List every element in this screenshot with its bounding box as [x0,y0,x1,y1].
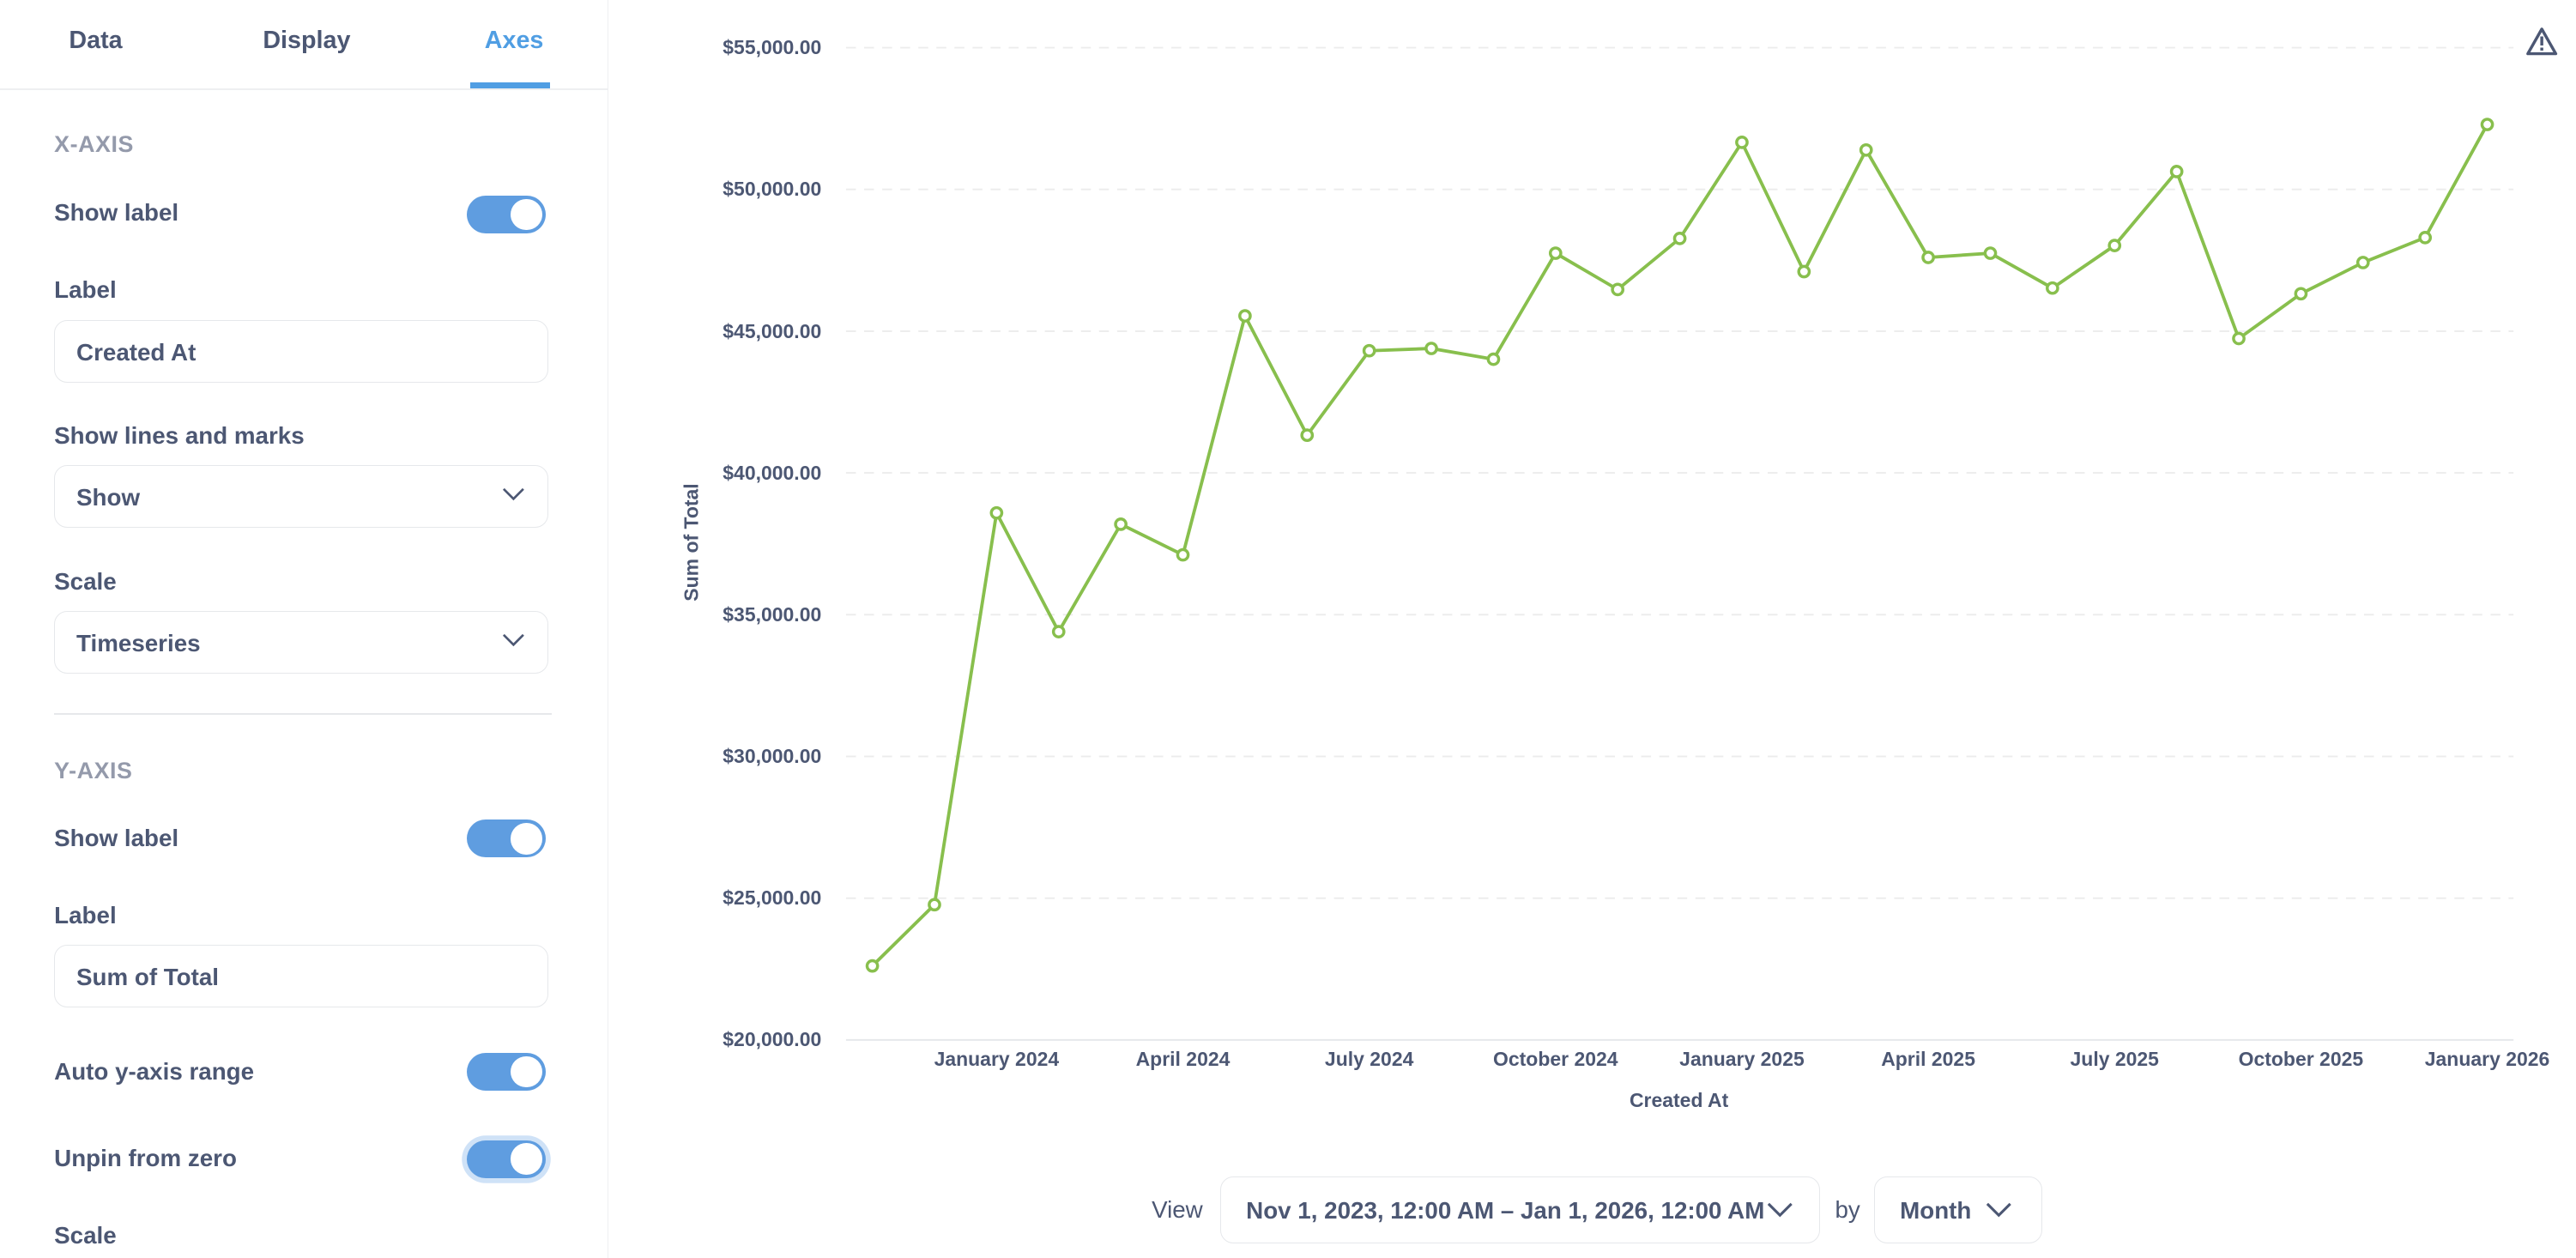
section-divider [54,712,553,715]
auto-range-toggle[interactable] [466,1053,546,1092]
granularity-button[interactable]: Month [1874,1176,2042,1244]
data-point[interactable] [989,505,1004,520]
view-label: View [1152,1195,1203,1223]
auto-range-text: Auto y-axis range [54,1057,255,1085]
y-tick-label: $55,000.00 [723,36,822,59]
tabbar-divider [0,88,608,91]
y-tick-label: $35,000.00 [723,602,822,626]
granularity-value: Month [1900,1196,1972,1224]
tab-axes[interactable]: Axes [484,26,544,54]
y-axis-section-title: Y-AXIS [54,757,133,783]
toggle-knob [511,1056,542,1088]
y-tick-label: $30,000.00 [723,745,822,768]
data-point[interactable] [2294,287,2308,301]
toggle-knob [511,1143,542,1175]
date-range-value: Nov 1, 2023, 12:00 AM – Jan 1, 2026, 12:… [1246,1196,1765,1224]
data-point[interactable] [2046,281,2059,295]
y-tick-label: $50,000.00 [723,178,822,201]
data-point[interactable] [1114,517,1128,531]
data-point[interactable] [1300,428,1315,443]
series-line [871,124,2489,968]
y-tick-label: $40,000.00 [723,461,822,484]
data-point[interactable] [1983,246,1998,260]
lines-marks-value: Show [76,483,141,511]
data-point[interactable] [2107,239,2122,252]
x-tick-label: April 2025 [1881,1048,1975,1071]
tab-display[interactable]: Display [263,26,351,54]
unpin-zero-text: Unpin from zero [54,1145,237,1172]
y-axis-title: Sum of Total [680,483,703,602]
x-tick-label: July 2024 [1324,1048,1414,1071]
active-tab-indicator [469,82,551,89]
chevron-down-icon [1986,1203,2011,1218]
y-label-value: Sum of Total [76,963,220,990]
data-point[interactable] [2355,256,2370,269]
y-label-input[interactable]: Sum of Total [54,944,549,1007]
x-label-input[interactable]: Created At [54,320,549,384]
y-scale-title: Scale [54,1222,117,1249]
x-axis-title: Created At [1629,1089,1729,1112]
data-point[interactable] [1051,625,1066,638]
data-point[interactable] [1362,343,1376,358]
data-point[interactable] [2232,331,2246,346]
x-scale-select[interactable]: Timeseries [54,611,549,674]
data-point[interactable] [1859,142,1873,157]
y-tick-label: $25,000.00 [723,886,822,910]
x-tick-label: April 2024 [1135,1048,1231,1071]
x-scale-title: Scale [54,568,117,596]
toggle-knob [511,198,542,231]
y-show-label-text: Show label [54,825,179,852]
x-tick-label: July 2025 [2070,1048,2159,1071]
y-tick-label: $20,000.00 [723,1028,822,1051]
warning-triangle-icon[interactable] [2525,27,2558,56]
y-show-label-toggle[interactable] [466,820,546,858]
x-label-title: Label [54,275,117,303]
settings-sidebar: Data Display Axes X-AXIS Show label Labe… [0,0,609,1258]
chevron-down-icon [502,634,524,647]
data-point[interactable] [2169,165,2184,178]
data-point[interactable] [1424,342,1438,355]
x-axis-section-title: X-AXIS [54,131,134,158]
y-tick-label: $45,000.00 [723,319,822,342]
data-point[interactable] [1672,232,1687,245]
data-point[interactable] [1611,282,1625,297]
data-point[interactable] [1921,251,1935,264]
x-tick-label: January 2025 [1679,1048,1805,1071]
x-show-label-text: Show label [54,198,179,226]
chevron-down-icon [502,487,524,500]
x-scale-value: Timeseries [76,630,201,657]
x-tick-label: October 2024 [1493,1048,1618,1071]
by-label: by [1835,1195,1860,1223]
x-tick-label: January 2024 [934,1048,1060,1071]
tab-data[interactable]: Data [69,26,123,54]
data-point[interactable] [865,959,880,973]
data-point[interactable] [1176,547,1190,562]
data-point[interactable] [1797,264,1811,279]
data-point[interactable] [2418,231,2433,245]
data-point[interactable] [2480,118,2494,131]
date-range-button[interactable]: Nov 1, 2023, 12:00 AM – Jan 1, 2026, 12:… [1220,1176,1821,1244]
data-point[interactable] [928,898,941,912]
chevron-down-icon [1767,1203,1793,1218]
data-point[interactable] [1548,246,1563,260]
data-point[interactable] [1238,309,1252,323]
x-tick-label: January 2026 [2424,1048,2550,1071]
data-point[interactable] [1486,352,1501,366]
unpin-zero-toggle[interactable] [466,1140,546,1178]
lines-marks-title: Show lines and marks [54,422,305,450]
x-tick-label: October 2025 [2238,1048,2364,1071]
toggle-knob [511,823,542,855]
lines-marks-select[interactable]: Show [54,464,549,528]
x-label-value: Created At [76,339,197,366]
y-label-title: Label [54,902,117,929]
x-show-label-toggle[interactable] [466,195,546,233]
data-point[interactable] [1735,136,1749,149]
